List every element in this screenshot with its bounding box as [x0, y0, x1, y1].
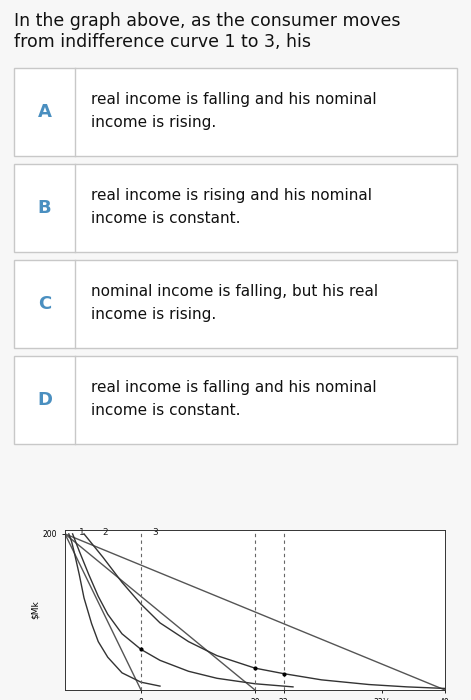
Text: B: B	[38, 199, 51, 217]
Text: 3: 3	[153, 528, 158, 537]
Text: real income is falling and his nominal: real income is falling and his nominal	[91, 380, 377, 395]
Y-axis label: $Mk: $Mk	[31, 601, 40, 620]
Text: from indifference curve 1 to 3, his: from indifference curve 1 to 3, his	[14, 33, 311, 51]
Text: real income is rising and his nominal: real income is rising and his nominal	[91, 188, 372, 203]
Text: A: A	[38, 103, 51, 121]
Text: income is constant.: income is constant.	[91, 211, 241, 226]
Text: income is rising.: income is rising.	[91, 307, 216, 322]
Text: 1: 1	[79, 528, 85, 537]
Bar	[14, 164, 457, 252]
Bar	[14, 68, 457, 156]
Text: nominal income is falling, but his real: nominal income is falling, but his real	[91, 284, 378, 299]
Bar	[14, 260, 457, 348]
Text: In the graph above, as the consumer moves: In the graph above, as the consumer move…	[14, 12, 400, 30]
Text: income is constant.: income is constant.	[91, 403, 241, 418]
Text: real income is falling and his nominal: real income is falling and his nominal	[91, 92, 377, 107]
Text: income is rising.: income is rising.	[91, 115, 216, 130]
Text: D: D	[37, 391, 52, 409]
Text: 2: 2	[102, 528, 108, 537]
Text: C: C	[38, 295, 51, 313]
Bar	[14, 356, 457, 444]
